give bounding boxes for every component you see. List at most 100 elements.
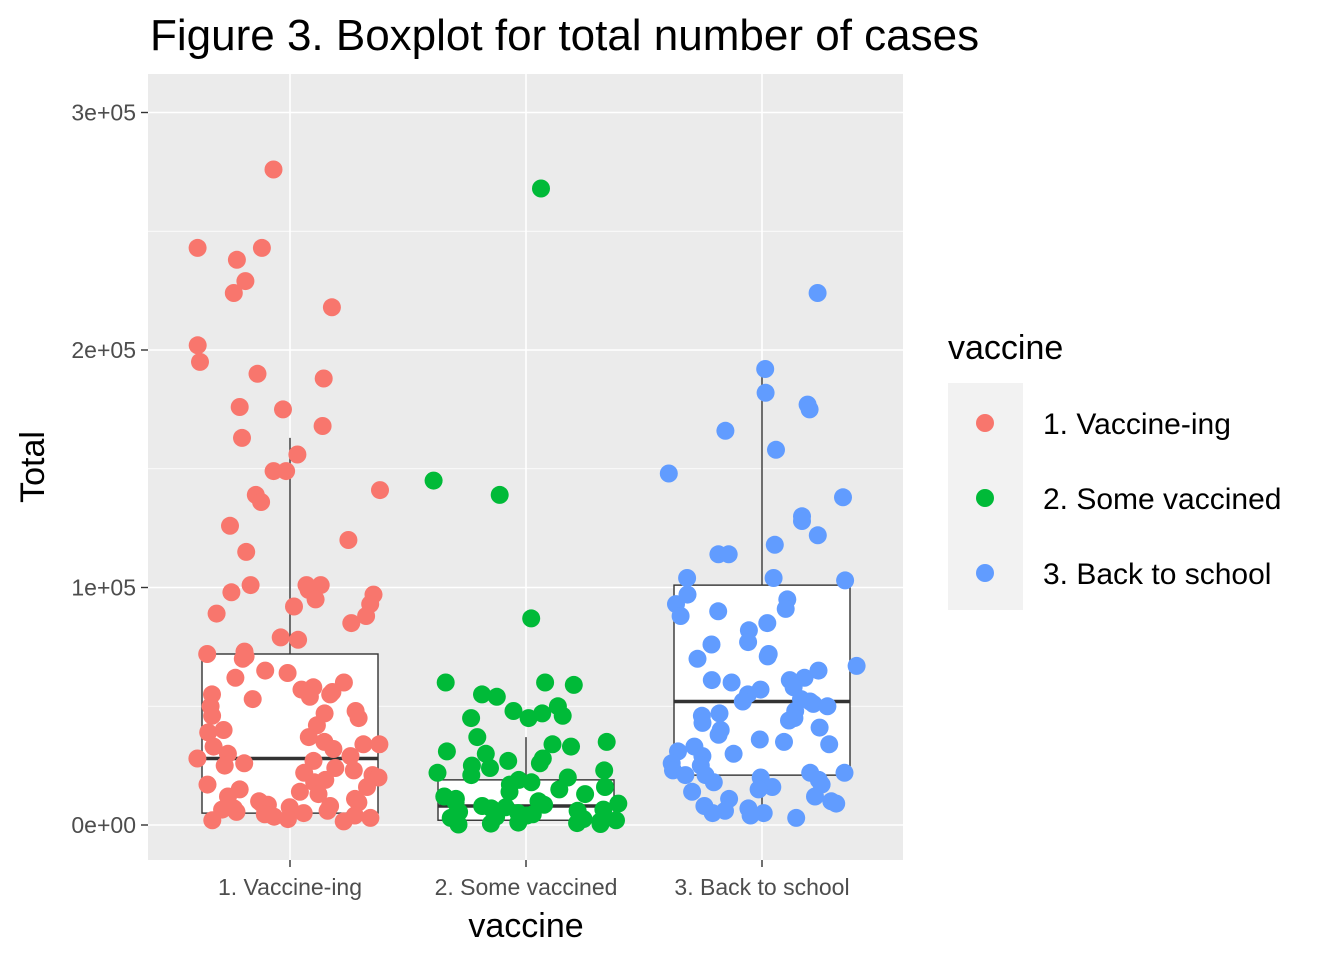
data-point <box>199 723 218 742</box>
points-series-3 <box>659 284 866 827</box>
data-point <box>349 709 368 728</box>
data-point <box>693 713 712 732</box>
data-point <box>237 542 256 561</box>
legend-label: 1. Vaccine-ing <box>1043 408 1231 441</box>
data-point <box>536 673 555 692</box>
points-layer <box>188 160 866 834</box>
data-point <box>265 807 284 826</box>
data-point <box>248 364 267 383</box>
data-point <box>224 284 243 302</box>
legend-item-2: 2. Some vaccined <box>976 483 1281 516</box>
data-point <box>342 614 361 633</box>
data-point <box>318 801 337 820</box>
data-point <box>568 814 587 833</box>
legend-items: 1. Vaccine-ing 2. Some vaccined 3. Back to… <box>976 408 1281 591</box>
data-point <box>804 694 823 713</box>
data-point <box>764 569 783 587</box>
data-point <box>522 773 541 792</box>
legend-key <box>976 489 994 507</box>
data-point <box>227 250 246 269</box>
data-point <box>299 728 318 747</box>
data-point <box>252 238 271 257</box>
data-point <box>591 815 610 833</box>
legend-label: 2. Some vaccined <box>1043 483 1281 516</box>
data-point <box>274 400 292 419</box>
data-point <box>241 576 260 595</box>
data-point <box>198 645 217 663</box>
data-point <box>326 759 345 777</box>
data-point <box>564 675 583 694</box>
data-point <box>487 687 506 706</box>
data-point <box>702 671 721 690</box>
data-point <box>553 706 572 725</box>
data-point <box>758 647 777 666</box>
data-point <box>203 811 222 830</box>
data-point <box>709 725 728 744</box>
data-point <box>775 732 793 751</box>
y-tick-label: 2e+05 <box>71 337 136 363</box>
data-point <box>215 756 234 775</box>
data-point <box>204 737 223 756</box>
data-point <box>214 721 233 739</box>
data-point <box>462 766 481 785</box>
data-point <box>750 730 769 749</box>
data-point <box>809 661 828 680</box>
data-point <box>683 782 702 801</box>
data-point <box>371 481 389 500</box>
data-point <box>767 440 785 459</box>
data-point <box>188 336 207 355</box>
data-point <box>741 806 760 825</box>
legend-key <box>976 564 994 582</box>
data-point <box>233 428 251 447</box>
data-point <box>836 571 855 590</box>
data-point <box>835 763 854 782</box>
data-point <box>509 813 528 832</box>
data-point <box>428 763 447 782</box>
data-point <box>290 782 309 801</box>
data-point <box>820 735 839 754</box>
data-point <box>709 602 728 621</box>
data-point <box>221 516 239 535</box>
legend: vaccine 1. Vaccine-ing 2. Some vaccined 3.… <box>948 329 1281 610</box>
y-tick-label: 0e+00 <box>71 812 136 838</box>
data-point <box>808 284 827 302</box>
data-point <box>437 742 456 761</box>
data-point <box>758 614 777 633</box>
data-point <box>800 400 819 419</box>
data-point <box>285 597 303 616</box>
legend-item-1: 1. Vaccine-ing <box>976 408 1231 441</box>
data-point <box>339 531 358 549</box>
data-point <box>703 804 722 823</box>
data-point <box>818 697 837 716</box>
data-point <box>749 780 768 799</box>
data-point <box>256 661 275 680</box>
data-point <box>252 493 271 511</box>
data-point <box>763 778 782 796</box>
y-axis-title: Total <box>14 431 52 503</box>
data-point <box>702 635 721 654</box>
data-point <box>476 744 495 763</box>
data-point <box>436 673 455 692</box>
data-point <box>449 815 468 834</box>
data-point <box>719 545 738 564</box>
data-point <box>230 398 249 416</box>
data-point <box>462 709 481 728</box>
data-point <box>294 804 313 823</box>
data-point <box>321 685 340 704</box>
data-point <box>264 160 283 179</box>
data-point <box>607 811 625 830</box>
data-point <box>710 704 729 723</box>
data-point <box>504 702 523 720</box>
data-point <box>334 812 353 831</box>
data-point <box>596 778 614 796</box>
data-point <box>787 808 806 827</box>
data-point <box>519 709 538 728</box>
data-point <box>354 735 373 754</box>
data-point <box>671 607 690 625</box>
data-point <box>595 761 614 780</box>
data-point <box>313 417 332 435</box>
data-point <box>207 604 226 623</box>
data-point <box>543 735 562 754</box>
data-point <box>227 802 246 821</box>
